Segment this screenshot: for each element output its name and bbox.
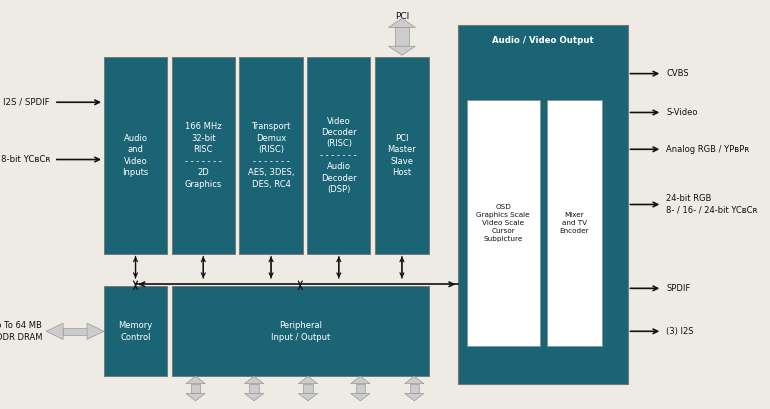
Polygon shape bbox=[245, 376, 263, 384]
Text: OSD
Graphics Scale
Video Scale
Cursor
Subpicture: OSD Graphics Scale Video Scale Cursor Su… bbox=[477, 204, 530, 242]
Bar bbox=[375, 57, 429, 254]
Text: Up To 64 MB
DDR DRAM: Up To 64 MB DDR DRAM bbox=[0, 321, 42, 342]
Text: Video
Decoder
(RISC)
- - - - - - -
Audio
Decoder
(DSP): Video Decoder (RISC) - - - - - - - Audio… bbox=[320, 117, 357, 194]
Text: I2S / SPDIF: I2S / SPDIF bbox=[3, 98, 50, 107]
Polygon shape bbox=[389, 18, 416, 27]
Text: Memory
Control: Memory Control bbox=[119, 321, 152, 342]
Bar bbox=[172, 57, 235, 254]
Text: Analog RGB / YPʙPʀ: Analog RGB / YPʙPʀ bbox=[666, 145, 749, 154]
Polygon shape bbox=[356, 384, 365, 393]
Text: Audio
and
Video
Inputs: Audio and Video Inputs bbox=[122, 134, 149, 177]
Text: PCI: PCI bbox=[395, 12, 409, 21]
Text: 8-bit YCʙCʀ: 8-bit YCʙCʀ bbox=[1, 155, 50, 164]
Polygon shape bbox=[299, 393, 317, 401]
Polygon shape bbox=[410, 384, 419, 393]
Text: Audio / Video Output: Audio / Video Output bbox=[492, 36, 594, 45]
Polygon shape bbox=[249, 384, 259, 393]
Polygon shape bbox=[395, 27, 409, 46]
Bar bbox=[172, 286, 429, 376]
Polygon shape bbox=[63, 328, 87, 335]
Text: CVBS: CVBS bbox=[666, 69, 688, 78]
Bar bbox=[104, 286, 167, 376]
Text: PCI
Master
Slave
Host: PCI Master Slave Host bbox=[387, 134, 417, 177]
Text: (3) I2S: (3) I2S bbox=[666, 327, 694, 336]
Polygon shape bbox=[405, 393, 424, 401]
Bar bbox=[104, 57, 167, 254]
Polygon shape bbox=[186, 376, 205, 384]
Polygon shape bbox=[87, 323, 104, 339]
Polygon shape bbox=[191, 384, 200, 393]
Bar bbox=[307, 57, 370, 254]
Polygon shape bbox=[389, 46, 416, 55]
Polygon shape bbox=[46, 323, 63, 339]
Polygon shape bbox=[186, 393, 205, 401]
Bar bbox=[547, 100, 602, 346]
Text: Transport
Demux
(RISC)
- - - - - - -
AES, 3DES,
DES, RC4: Transport Demux (RISC) - - - - - - - AES… bbox=[248, 122, 294, 189]
Text: Mixer
and TV
Encoder: Mixer and TV Encoder bbox=[560, 212, 589, 234]
Polygon shape bbox=[351, 376, 370, 384]
Polygon shape bbox=[245, 393, 263, 401]
Polygon shape bbox=[405, 376, 424, 384]
Polygon shape bbox=[351, 393, 370, 401]
Polygon shape bbox=[299, 376, 317, 384]
Polygon shape bbox=[303, 384, 313, 393]
Text: 166 MHz
32-bit
RISC
- - - - - - -
2D
Graphics: 166 MHz 32-bit RISC - - - - - - - 2D Gra… bbox=[185, 122, 222, 189]
Bar bbox=[458, 25, 628, 384]
Text: SPDIF: SPDIF bbox=[666, 284, 690, 293]
Text: Peripheral
Input / Output: Peripheral Input / Output bbox=[271, 321, 330, 342]
Bar bbox=[239, 57, 303, 254]
Text: 24-bit RGB
8- / 16- / 24-bit YCʙCʀ: 24-bit RGB 8- / 16- / 24-bit YCʙCʀ bbox=[666, 194, 758, 215]
Bar bbox=[467, 100, 540, 346]
Text: S-Video: S-Video bbox=[666, 108, 698, 117]
